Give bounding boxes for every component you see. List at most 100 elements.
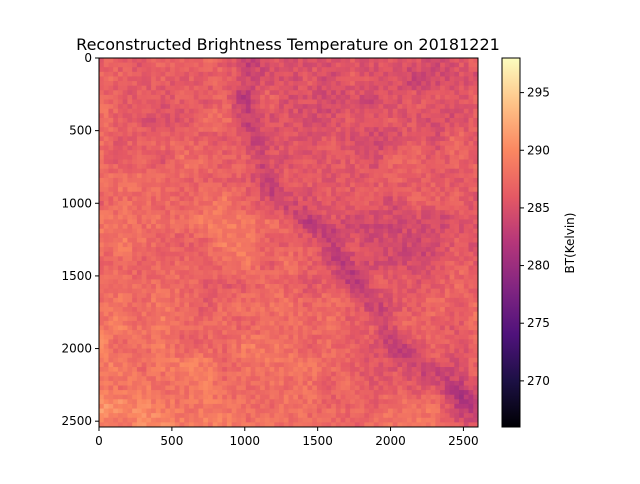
heatmap-cell: [198, 316, 203, 321]
heatmap-cell: [113, 293, 118, 298]
heatmap-cell: [118, 206, 123, 211]
heatmap-cell: [255, 159, 260, 164]
heatmap-cell: [180, 330, 185, 335]
heatmap-cell: [421, 201, 426, 206]
heatmap-cell: [113, 72, 118, 77]
heatmap-cell: [445, 150, 450, 155]
heatmap-cell: [104, 229, 109, 234]
heatmap-cell: [170, 279, 175, 284]
heatmap-cell: [454, 307, 459, 312]
heatmap-cell: [279, 266, 284, 271]
heatmap-cell: [198, 330, 203, 335]
heatmap-cell: [213, 266, 218, 271]
heatmap-cell: [251, 289, 256, 294]
heatmap-cell: [213, 326, 218, 331]
heatmap-cell: [469, 76, 474, 81]
heatmap-cell: [289, 312, 294, 317]
heatmap-cell: [227, 233, 232, 238]
heatmap-cell: [194, 164, 199, 169]
heatmap-cell: [369, 196, 374, 201]
heatmap-cell: [379, 252, 384, 257]
heatmap-cell: [222, 86, 227, 91]
heatmap-cell: [341, 178, 346, 183]
heatmap-cell: [260, 307, 265, 312]
heatmap-cell: [146, 90, 151, 95]
heatmap-cell: [194, 339, 199, 344]
heatmap-cell: [459, 146, 464, 151]
heatmap-cell: [416, 219, 421, 224]
heatmap-cell: [175, 261, 180, 266]
heatmap-cell: [440, 58, 445, 63]
heatmap-cell: [208, 155, 213, 160]
heatmap-cell: [246, 109, 251, 114]
heatmap-cell: [265, 192, 270, 197]
heatmap-cell: [265, 330, 270, 335]
heatmap-cell: [255, 173, 260, 178]
heatmap-cell: [194, 326, 199, 331]
heatmap-cell: [364, 302, 369, 307]
heatmap-cell: [303, 187, 308, 192]
heatmap-cell: [123, 335, 128, 340]
heatmap-cell: [407, 90, 412, 95]
heatmap-cell: [345, 63, 350, 68]
heatmap-cell: [341, 164, 346, 169]
heatmap-cell: [412, 307, 417, 312]
heatmap-cell: [217, 302, 222, 307]
heatmap-cell: [431, 335, 436, 340]
heatmap-cell: [222, 289, 227, 294]
heatmap-cell: [303, 289, 308, 294]
heatmap-cell: [123, 132, 128, 137]
heatmap-cell: [407, 63, 412, 68]
heatmap-cell: [445, 279, 450, 284]
heatmap-cell: [374, 146, 379, 151]
heatmap-cell: [194, 266, 199, 271]
heatmap-cell: [170, 275, 175, 280]
heatmap-cell: [104, 127, 109, 132]
heatmap-cell: [284, 123, 289, 128]
heatmap-cell: [388, 256, 393, 261]
heatmap-cell: [397, 233, 402, 238]
heatmap-cell: [127, 118, 132, 123]
heatmap-cell: [459, 100, 464, 105]
heatmap-cell: [322, 233, 327, 238]
heatmap-cell: [203, 72, 208, 77]
heatmap-cell: [454, 173, 459, 178]
heatmap-cell: [360, 210, 365, 215]
heatmap-cell: [326, 316, 331, 321]
heatmap-cell: [113, 132, 118, 137]
heatmap-cell: [156, 279, 161, 284]
heatmap-cell: [108, 58, 113, 63]
heatmap-cell: [194, 247, 199, 252]
heatmap-cell: [146, 275, 151, 280]
heatmap-cell: [265, 247, 270, 252]
heatmap-cell: [161, 270, 166, 275]
heatmap-cell: [137, 266, 142, 271]
heatmap-cell: [345, 164, 350, 169]
heatmap-cell: [180, 159, 185, 164]
heatmap-cell: [170, 316, 175, 321]
heatmap-cell: [151, 100, 156, 105]
heatmap-cell: [142, 326, 147, 331]
heatmap-cell: [189, 187, 194, 192]
heatmap-cell: [284, 316, 289, 321]
heatmap-cell: [217, 95, 222, 100]
heatmap-cell: [293, 302, 298, 307]
heatmap-cell: [208, 312, 213, 317]
heatmap-cell: [421, 159, 426, 164]
heatmap-cell: [208, 196, 213, 201]
heatmap-cell: [397, 155, 402, 160]
heatmap-cell: [151, 67, 156, 72]
heatmap-cell: [127, 81, 132, 86]
heatmap-cell: [445, 298, 450, 303]
heatmap-cell: [146, 81, 151, 86]
heatmap-cell: [450, 238, 455, 243]
heatmap-cell: [208, 187, 213, 192]
heatmap-cell: [388, 312, 393, 317]
heatmap-cell: [265, 243, 270, 248]
heatmap-cell: [170, 150, 175, 155]
heatmap-cell: [317, 72, 322, 77]
heatmap-cell: [454, 293, 459, 298]
heatmap-cell: [217, 330, 222, 335]
heatmap-cell: [132, 76, 137, 81]
heatmap-cell: [274, 261, 279, 266]
